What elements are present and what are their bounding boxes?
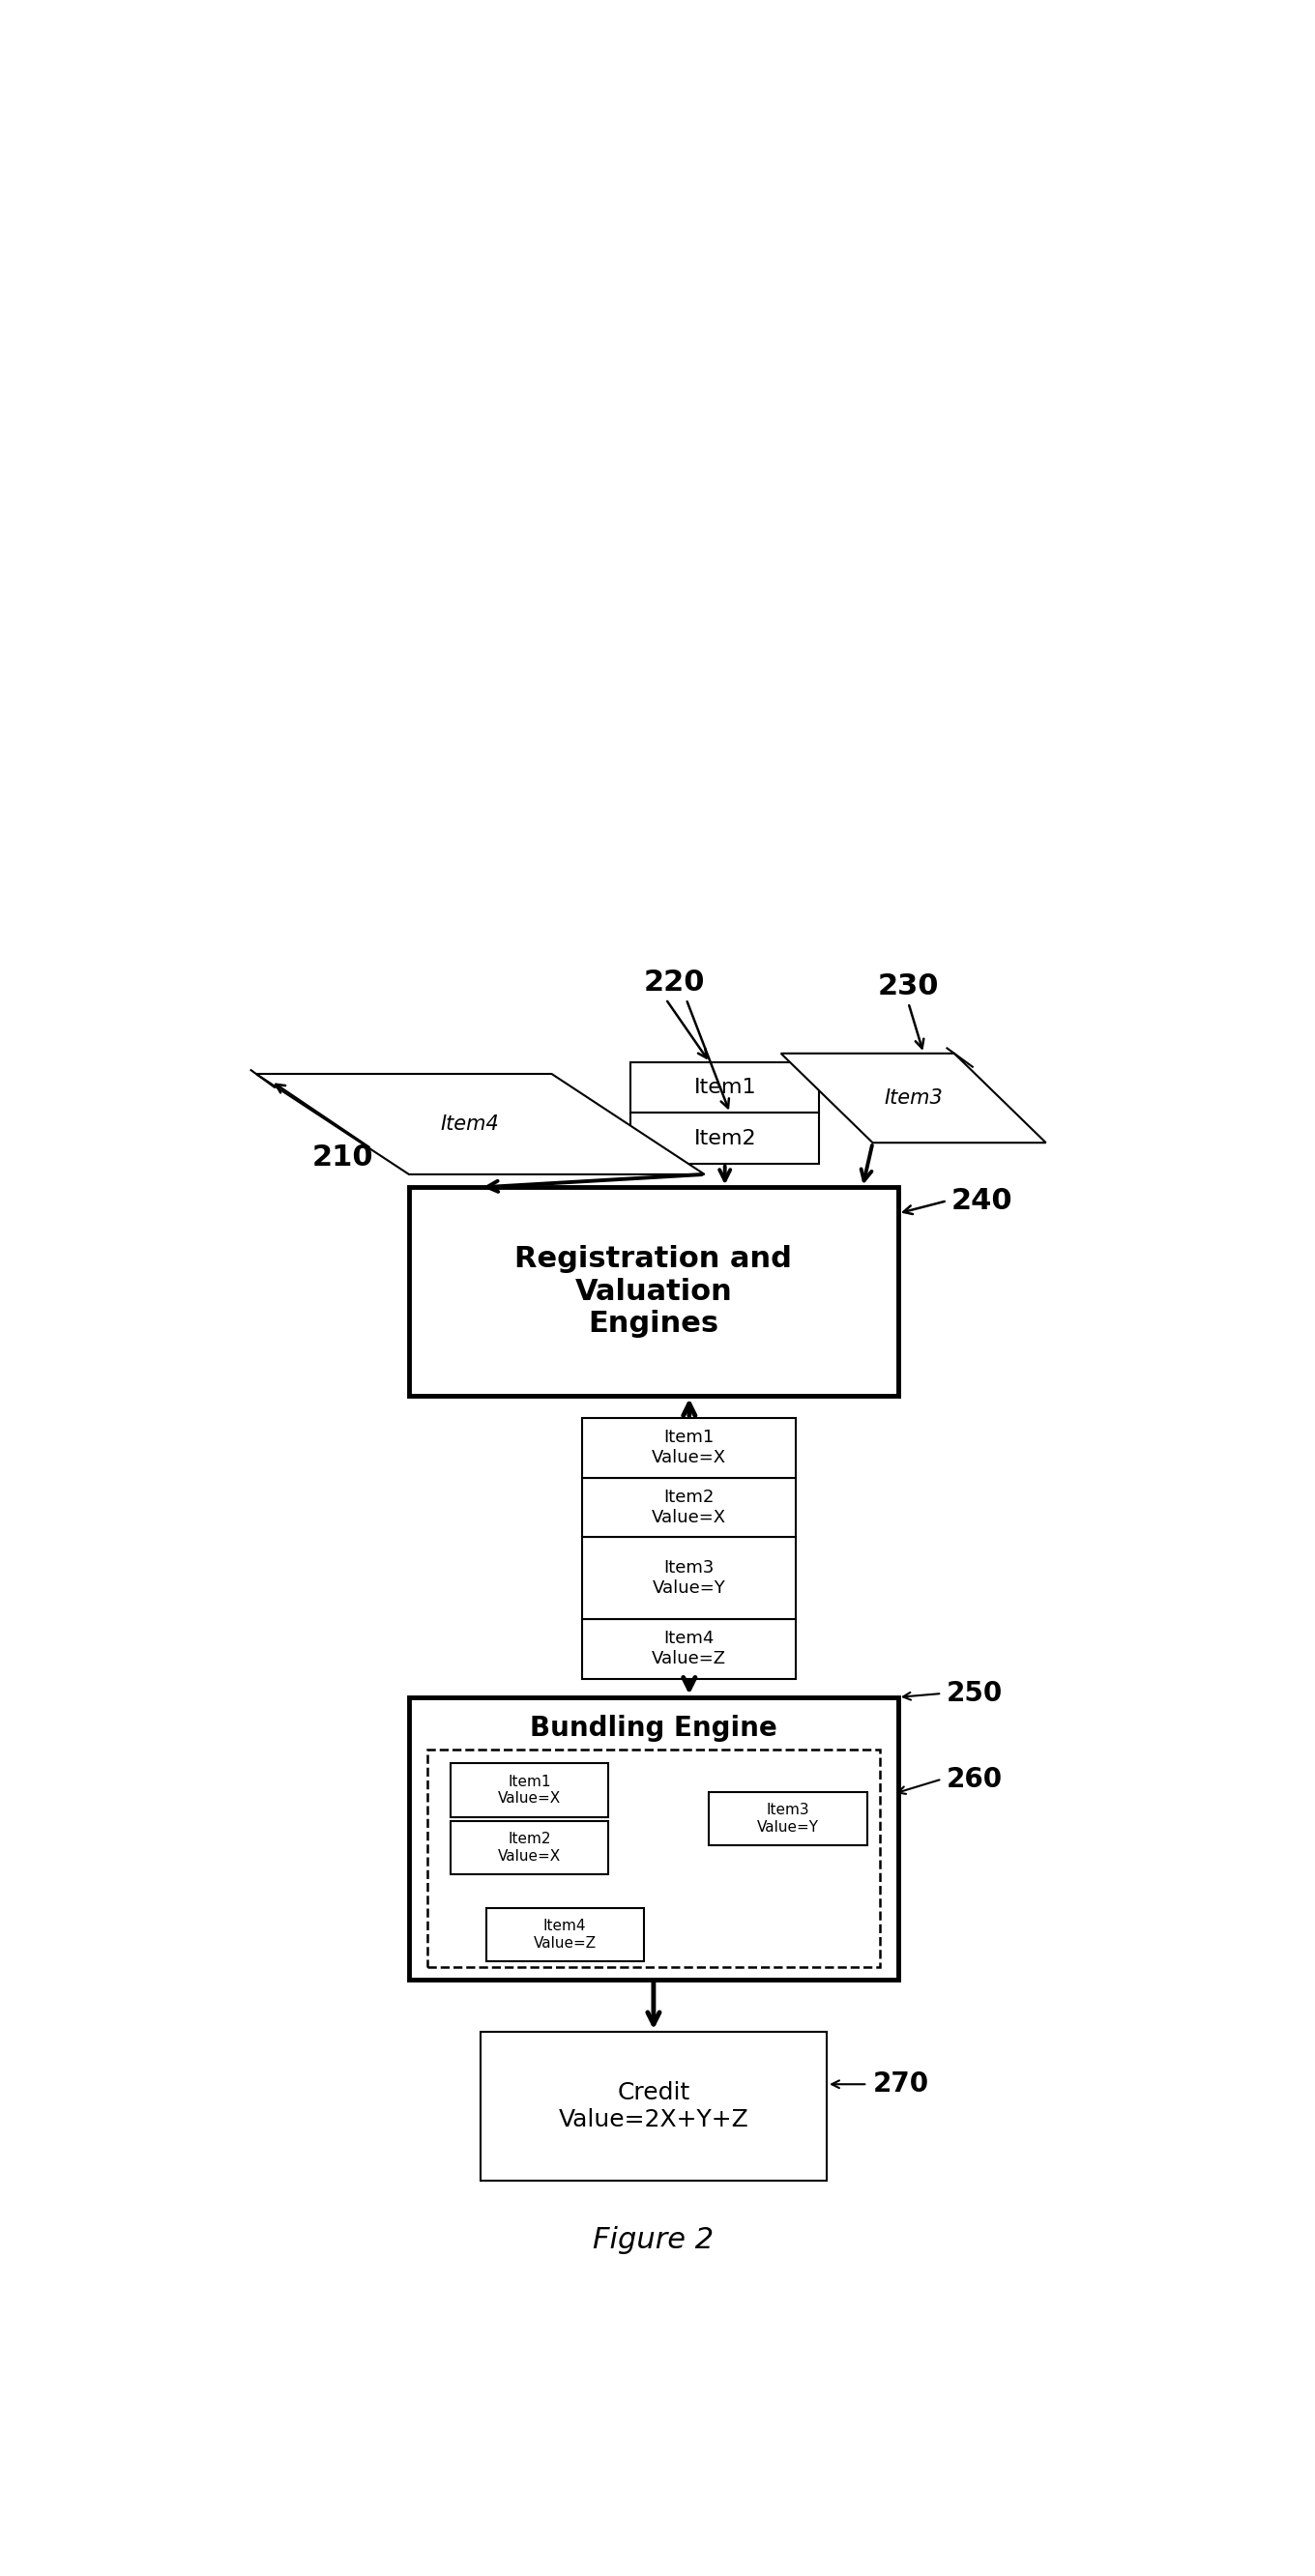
FancyBboxPatch shape (409, 1698, 898, 1981)
FancyBboxPatch shape (631, 1061, 819, 1113)
Text: Item3
Value=Y: Item3 Value=Y (652, 1558, 726, 1597)
Text: 240: 240 (951, 1188, 1013, 1216)
Text: Item1
Value=X: Item1 Value=X (497, 1775, 560, 1806)
Text: Item1
Value=X: Item1 Value=X (652, 1430, 726, 1466)
Text: Bundling Engine: Bundling Engine (530, 1716, 777, 1741)
Text: 230: 230 (877, 971, 939, 999)
Text: Item2
Value=X: Item2 Value=X (652, 1489, 726, 1525)
FancyBboxPatch shape (583, 1419, 797, 1479)
FancyBboxPatch shape (709, 1793, 867, 1844)
Text: Item3
Value=Y: Item3 Value=Y (757, 1803, 819, 1834)
Text: Credit
Value=2X+Y+Z: Credit Value=2X+Y+Z (559, 2081, 748, 2130)
Text: Figure 2: Figure 2 (593, 2226, 714, 2254)
FancyBboxPatch shape (480, 2032, 827, 2182)
Text: Item4
Value=Z: Item4 Value=Z (534, 1919, 597, 1950)
FancyBboxPatch shape (450, 1821, 609, 1875)
Text: Item4: Item4 (441, 1115, 500, 1133)
Polygon shape (256, 1074, 705, 1175)
Text: 260: 260 (945, 1765, 1002, 1793)
Text: 210: 210 (312, 1144, 373, 1172)
Text: 270: 270 (873, 2071, 928, 2097)
FancyBboxPatch shape (583, 1620, 797, 1680)
Text: Item2: Item2 (693, 1128, 756, 1149)
Text: Item4
Value=Z: Item4 Value=Z (652, 1631, 726, 1667)
FancyBboxPatch shape (487, 1909, 644, 1960)
Text: 250: 250 (945, 1680, 1002, 1708)
FancyBboxPatch shape (631, 1113, 819, 1164)
FancyBboxPatch shape (409, 1188, 898, 1396)
Text: 220: 220 (643, 969, 705, 997)
FancyBboxPatch shape (583, 1479, 797, 1538)
Polygon shape (781, 1054, 1045, 1144)
Text: Item2
Value=X: Item2 Value=X (497, 1832, 560, 1862)
Text: Registration and
Valuation
Engines: Registration and Valuation Engines (515, 1244, 792, 1337)
FancyBboxPatch shape (450, 1765, 609, 1816)
FancyBboxPatch shape (583, 1538, 797, 1620)
FancyBboxPatch shape (427, 1749, 880, 1965)
Text: Item3: Item3 (884, 1090, 943, 1108)
Text: Item1: Item1 (693, 1077, 756, 1097)
